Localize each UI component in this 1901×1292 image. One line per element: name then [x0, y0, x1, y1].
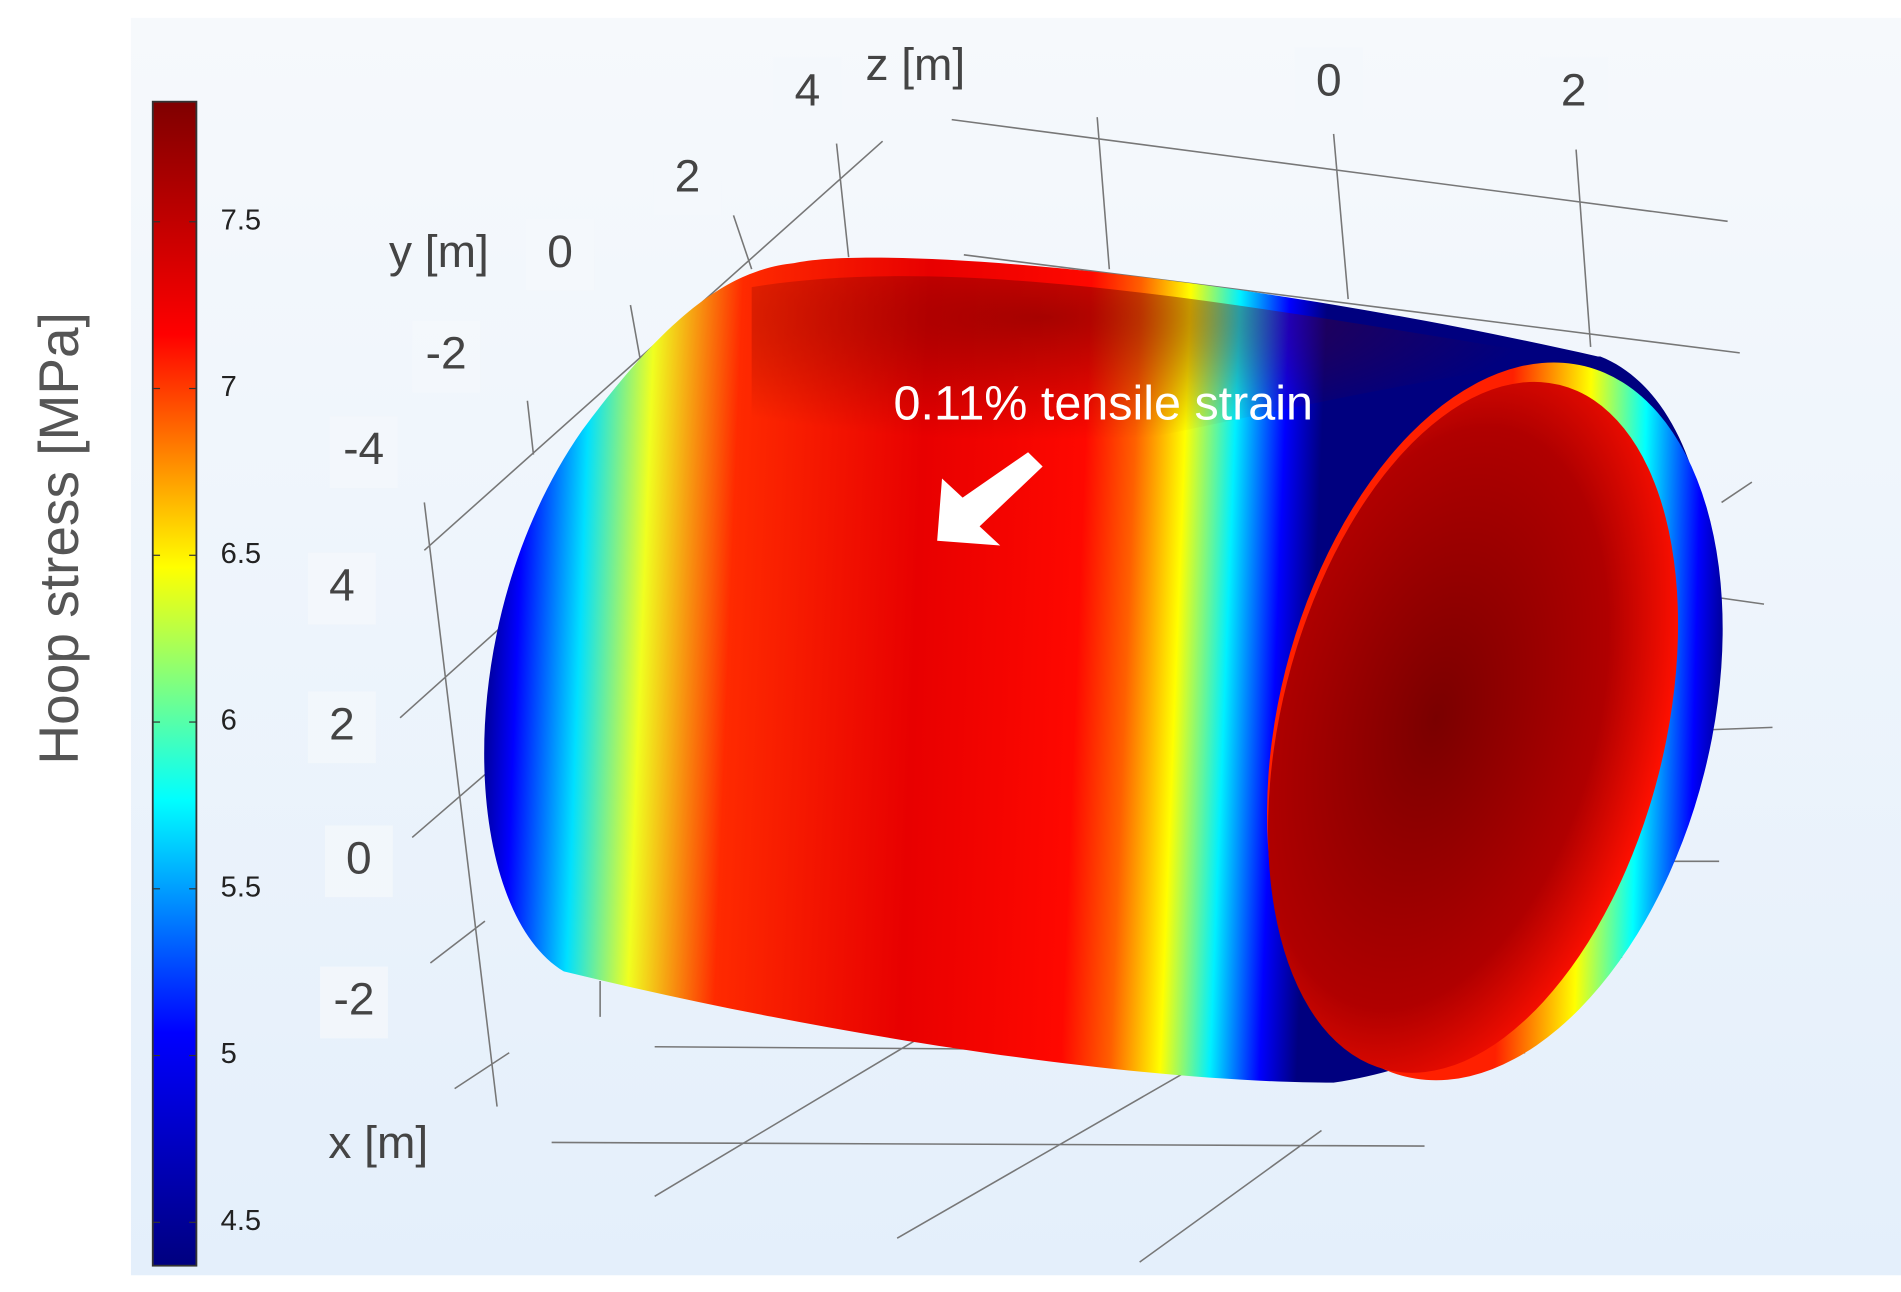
x-tick-label: 4: [329, 560, 355, 611]
colorbar-tick-label: 5.5: [221, 872, 261, 904]
colorbar-tick-label: 7.5: [221, 205, 261, 237]
colorbar-label: Hoop stress [MPa]: [27, 312, 89, 765]
colorbar-tick-label: 6.5: [221, 538, 261, 570]
z-tick-label: 4: [795, 65, 821, 116]
y-tick-label: 0: [1316, 55, 1342, 106]
z-axis-label: z [m]: [865, 39, 965, 90]
page: 0.11% tensile strain Hoop stress [MPa] z…: [0, 0, 1901, 1292]
z-tick-label: 2: [675, 151, 701, 202]
colorbar: [153, 102, 197, 1266]
x-axis-label: x [m]: [328, 1117, 428, 1168]
y-axis-label: y [m]: [389, 226, 489, 277]
y-tick-label: 2: [1561, 65, 1587, 116]
z-tick-label: 0: [547, 226, 573, 277]
colorbar-tick-label: 5: [221, 1038, 237, 1070]
chart: 0.11% tensile strain Hoop stress [MPa] z…: [0, 0, 1901, 1292]
x-tick-label: -2: [334, 974, 375, 1025]
colorbar-tick-label: 4.5: [221, 1205, 261, 1237]
x-tick-label: 0: [346, 833, 372, 884]
x-tick-label: 2: [329, 699, 355, 750]
z-tick-label: -2: [426, 328, 467, 379]
z-tick-label: -4: [343, 423, 384, 474]
annotation: 0.11% tensile strain: [894, 377, 1313, 431]
colorbar-tick-label: 6: [221, 705, 237, 737]
colorbar-tick-label: 7: [221, 371, 237, 403]
